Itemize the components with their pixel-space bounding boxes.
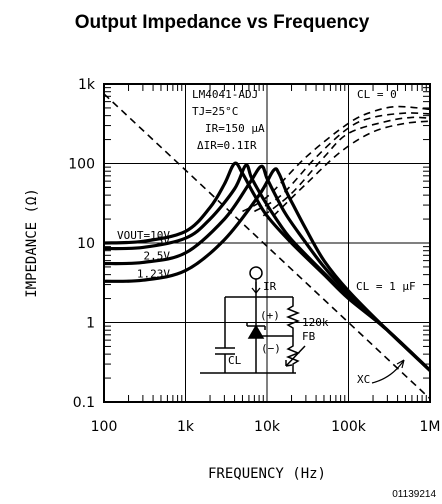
- circuit-diagram: [200, 266, 306, 374]
- label-cl-one: CL = 1 µF: [356, 280, 416, 293]
- xc-arrow: [371, 359, 405, 384]
- series-line: [103, 167, 432, 372]
- zener-diode-icon: [246, 322, 266, 339]
- series-label: 1.23V: [137, 267, 170, 280]
- chart-title: Output Impedance vs Frequency: [75, 12, 370, 33]
- x-tick-label: 1k: [177, 419, 195, 435]
- tick-labels: 100 1k 10k 100k 1M 0.1 1 10 100 1k: [68, 77, 440, 435]
- y-tick-label: 0.1: [73, 395, 95, 411]
- cl-zero-dashed-line: [272, 120, 431, 217]
- circuit-resistor-label: 120k: [302, 316, 329, 329]
- series-label: VOUT=10V: [117, 229, 170, 242]
- y-tick-label: 100: [68, 157, 95, 173]
- cl-zero-dashed-line: [253, 112, 431, 213]
- plot-frame: [103, 83, 431, 403]
- document-code: 01139214: [392, 489, 436, 500]
- circuit-fb-label: FB: [302, 330, 316, 343]
- impedance-series: [103, 161, 432, 372]
- y-tick-label: 1: [86, 316, 95, 332]
- circuit-plus: (+): [260, 309, 280, 322]
- resistor-icon: [285, 297, 301, 335]
- x-axis-label: FREQUENCY (Hz): [208, 466, 326, 482]
- y-axis-label: IMPEDANCE (Ω): [24, 188, 40, 298]
- circuit-minus: (−): [261, 342, 281, 355]
- note-delta: ΔIR=0.1IR: [197, 139, 257, 152]
- x-tick-label: 100: [91, 419, 118, 435]
- note-temp: TJ=25°C: [192, 105, 238, 118]
- cl-zero-dashed-line: [242, 105, 431, 213]
- note-current: IR=150 µA: [205, 122, 265, 135]
- xc-dashed-line: [103, 93, 431, 400]
- x-tick-label: 100k: [331, 419, 367, 435]
- label-xc: XC: [357, 373, 370, 386]
- axis-ticks: [104, 84, 430, 402]
- series-line: [103, 163, 432, 372]
- y-tick-label: 10: [77, 236, 95, 252]
- current-arrow-icon: [251, 282, 261, 295]
- circuit-cap-label: CL: [228, 354, 242, 367]
- x-tick-label: 10k: [254, 419, 281, 435]
- cl-zero-dashed-line: [262, 116, 431, 217]
- potentiometer-icon: [285, 340, 301, 373]
- series-label: 5V: [157, 235, 171, 248]
- current-source-icon: [249, 266, 263, 280]
- note-part: LM4041-ADJ: [192, 88, 258, 101]
- dashed-curves: [103, 93, 431, 400]
- label-cl-zero: CL = 0: [357, 88, 397, 101]
- x-tick-label: 1M: [420, 419, 441, 435]
- xc-arrowhead: [396, 359, 405, 369]
- circuit-current-label: IR: [263, 280, 277, 293]
- device-note: LM4041-ADJ TJ=25°C IR=150 µA ΔIR=0.1IR: [192, 88, 265, 152]
- series-label: 2.5V: [144, 250, 171, 263]
- series-line: [103, 164, 432, 372]
- y-tick-label: 1k: [78, 77, 96, 93]
